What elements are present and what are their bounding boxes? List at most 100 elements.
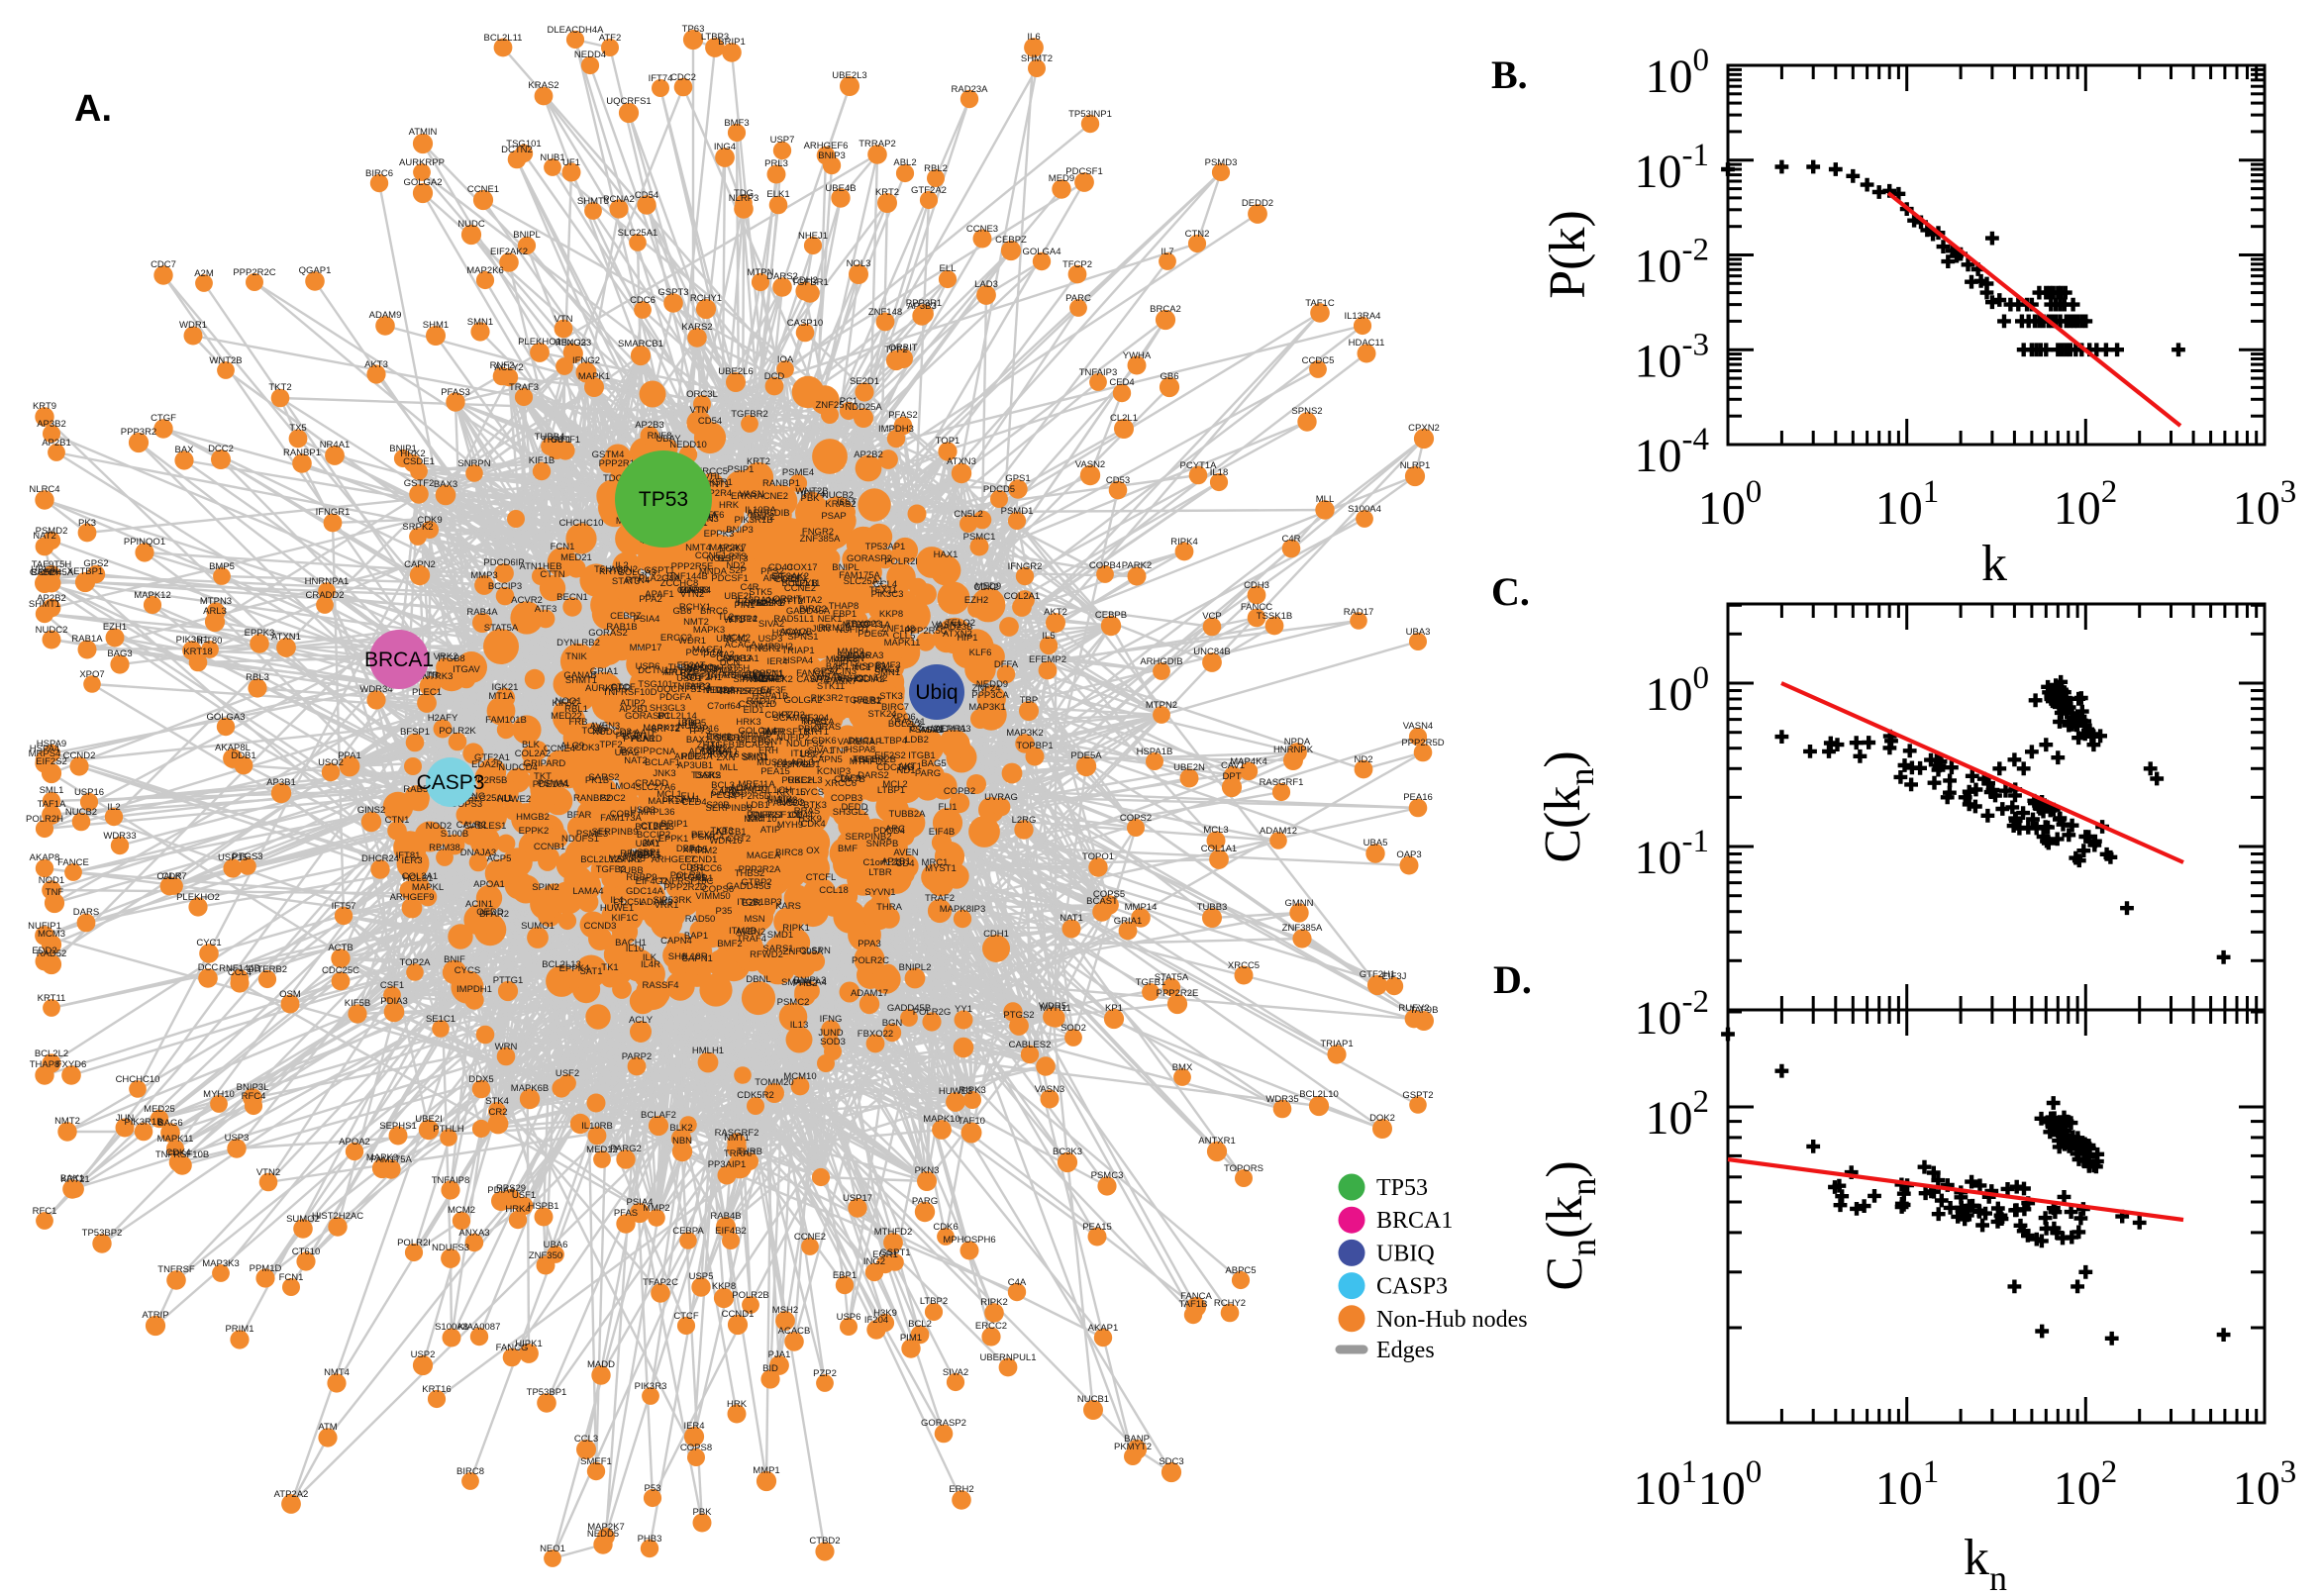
svg-text:XPO7: XPO7 xyxy=(79,669,104,680)
svg-text:USP17: USP17 xyxy=(843,1193,872,1204)
svg-text:P35: P35 xyxy=(716,906,733,917)
svg-text:BLK: BLK xyxy=(522,740,541,750)
svg-text:DNAJA3: DNAJA3 xyxy=(460,848,496,858)
svg-text:DYNLRB2: DYNLRB2 xyxy=(556,638,600,648)
svg-text:ELK1: ELK1 xyxy=(766,189,789,200)
svg-text:GADD45B: GADD45B xyxy=(887,1003,931,1014)
svg-text:RCHY1: RCHY1 xyxy=(690,293,722,304)
svg-text:UF1: UF1 xyxy=(562,157,580,168)
svg-text:CCL3: CCL3 xyxy=(574,1434,598,1445)
svg-text:AKT3: AKT3 xyxy=(364,359,388,370)
svg-text:DMC1: DMC1 xyxy=(849,736,875,747)
svg-text:RFC1: RFC1 xyxy=(33,1206,57,1217)
svg-text:RAD17: RAD17 xyxy=(1344,607,1374,618)
svg-text:KIF1B: KIF1B xyxy=(529,455,555,466)
svg-text:MADD: MADD xyxy=(587,1359,615,1370)
svg-text:TRAF2: TRAF2 xyxy=(925,893,955,904)
svg-text:MAPK3: MAPK3 xyxy=(693,625,725,636)
svg-text:CHCHC10: CHCHC10 xyxy=(116,1074,160,1085)
svg-text:PDE5A: PDE5A xyxy=(1070,750,1102,761)
svg-text:TPF2: TPF2 xyxy=(884,345,907,355)
svg-text:PPP2R5C: PPP2R5C xyxy=(904,626,947,637)
svg-text:THRA: THRA xyxy=(876,902,903,913)
svg-text:DCD: DCD xyxy=(764,371,785,382)
svg-text:IL2: IL2 xyxy=(107,802,120,813)
svg-text:YWHA: YWHA xyxy=(1123,350,1152,361)
svg-text:CDC25C: CDC25C xyxy=(322,965,359,976)
svg-text:OSM: OSM xyxy=(279,989,301,1000)
svg-text:MRC1: MRC1 xyxy=(922,857,949,868)
svg-text:PPP2R2E: PPP2R2E xyxy=(1157,988,1199,999)
svg-text:TK1: TK1 xyxy=(601,962,618,973)
svg-text:PTGS3: PTGS3 xyxy=(232,851,262,862)
svg-text:PKMYT2: PKMYT2 xyxy=(1114,1442,1152,1452)
svg-text:HRK4: HRK4 xyxy=(505,1204,530,1215)
svg-text:PDCSF1: PDCSF1 xyxy=(1065,166,1102,177)
svg-text:ELL: ELL xyxy=(940,263,957,274)
svg-text:HSPB3: HSPB3 xyxy=(855,661,885,672)
svg-text:MSN: MSN xyxy=(744,914,764,925)
svg-text:CTN2: CTN2 xyxy=(1185,229,1210,240)
svg-text:AP3B1: AP3B1 xyxy=(266,777,296,788)
svg-text:ARHGDIB: ARHGDIB xyxy=(1140,656,1182,667)
svg-text:WDR16: WDR16 xyxy=(709,836,742,847)
svg-text:S2P: S2P xyxy=(729,565,747,576)
svg-text:CDK2: CDK2 xyxy=(973,582,998,593)
svg-text:TOPORS: TOPORS xyxy=(1224,1163,1263,1174)
svg-text:KIF1C: KIF1C xyxy=(612,913,639,924)
svg-text:PIK3R3: PIK3R3 xyxy=(635,1381,667,1392)
svg-text:UBE4C: UBE4C xyxy=(31,564,62,575)
svg-text:PALB2: PALB2 xyxy=(854,696,882,707)
svg-text:MAPK4: MAPK4 xyxy=(679,585,711,596)
svg-text:SE1C1: SE1C1 xyxy=(426,1014,455,1025)
svg-text:PARC: PARC xyxy=(1065,293,1091,304)
svg-text:RPS29: RPS29 xyxy=(496,1183,526,1194)
svg-text:TX5: TX5 xyxy=(289,423,306,434)
svg-text:GSTF2: GSTF2 xyxy=(404,478,435,489)
svg-text:IL13: IL13 xyxy=(790,1020,809,1031)
svg-text:ATF3: ATF3 xyxy=(535,604,557,615)
svg-text:MAPK12: MAPK12 xyxy=(134,590,171,601)
svg-text:RASGRF1: RASGRF1 xyxy=(1260,777,1304,788)
svg-text:GDC14A: GDC14A xyxy=(626,886,664,897)
svg-text:PJA1: PJA1 xyxy=(768,1349,791,1360)
svg-text:KKP8: KKP8 xyxy=(879,609,903,620)
svg-text:PDCD6IP: PDCD6IP xyxy=(483,557,524,568)
svg-text:VTN: VTN xyxy=(690,405,709,416)
svg-text:BFAR: BFAR xyxy=(567,810,592,821)
svg-text:AURKRPP: AURKRPP xyxy=(399,157,445,168)
svg-text:CEBPA: CEBPA xyxy=(672,1226,704,1237)
svg-text:UBE2L6: UBE2L6 xyxy=(718,366,753,377)
svg-text:IGK21: IGK21 xyxy=(492,682,519,693)
svg-text:TBP: TBP xyxy=(1020,695,1038,706)
svg-text:ATIP2: ATIP2 xyxy=(620,698,646,709)
svg-text:BID: BID xyxy=(762,1363,778,1374)
svg-text:ANXA3: ANXA3 xyxy=(458,1228,489,1239)
svg-text:PSIA4: PSIA4 xyxy=(627,1197,654,1208)
svg-text:BMF3: BMF3 xyxy=(724,118,749,129)
svg-text:MSH2: MSH2 xyxy=(772,1305,798,1316)
svg-text:UBA3: UBA3 xyxy=(1406,627,1431,638)
svg-text:CCNE2: CCNE2 xyxy=(794,1232,826,1243)
svg-text:IL5: IL5 xyxy=(1042,631,1055,642)
svg-text:BFAR2: BFAR2 xyxy=(479,909,509,920)
svg-text:PBK2: PBK2 xyxy=(798,724,822,735)
svg-text:SHMT2: SHMT2 xyxy=(1021,53,1053,64)
svg-text:HMLH1: HMLH1 xyxy=(692,1046,724,1056)
svg-text:PFAS: PFAS xyxy=(614,1208,638,1219)
svg-text:S20B: S20B xyxy=(706,800,729,811)
svg-text:BNIPL: BNIPL xyxy=(513,230,540,241)
svg-text:USP2: USP2 xyxy=(411,1349,436,1360)
svg-text:BMF: BMF xyxy=(838,844,858,854)
svg-text:ARL3: ARL3 xyxy=(203,606,227,617)
svg-text:Non-Hub nodes: Non-Hub nodes xyxy=(1376,1307,1528,1333)
svg-text:ASA1: ASA1 xyxy=(920,725,944,736)
svg-text:BIK: BIK xyxy=(681,718,697,729)
svg-text:SHMT1: SHMT1 xyxy=(29,599,60,610)
svg-text:PARK2: PARK2 xyxy=(1122,560,1152,571)
svg-text:VIMM50: VIMM50 xyxy=(695,891,730,902)
svg-text:GPS2: GPS2 xyxy=(83,558,108,569)
svg-text:MPHOSPH6: MPHOSPH6 xyxy=(943,1235,995,1246)
svg-text:RANBP1: RANBP1 xyxy=(762,478,800,489)
svg-text:USP7: USP7 xyxy=(770,135,795,146)
